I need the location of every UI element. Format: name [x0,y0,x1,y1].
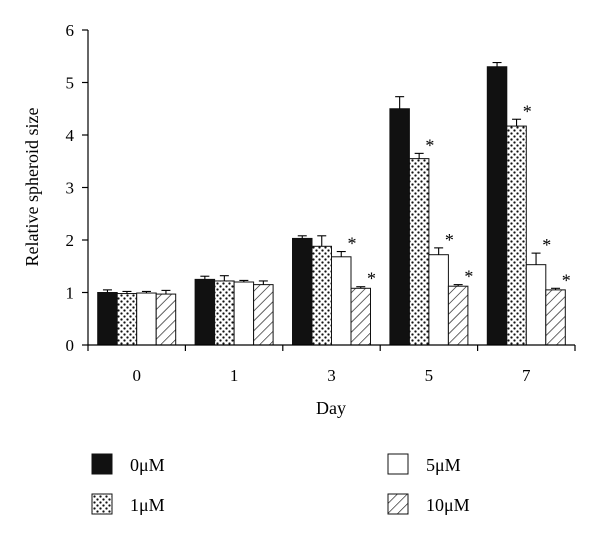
bar-5M-day1 [233,281,255,346]
bar-1M-day7 [506,125,527,346]
y-tick-label: 5 [66,74,75,93]
y-tick-label: 1 [66,284,75,303]
bar-10M-day5 [447,285,469,346]
significance-star: * [425,135,434,155]
error-bar [453,284,463,287]
legend-label: 5μM [426,455,461,475]
legend-item: 5μM [387,453,461,475]
x-tick-label: 1 [230,366,239,385]
error-bar [141,290,151,294]
bar-0M-day0 [97,292,118,346]
bars-layer [97,66,566,346]
error-bar [258,280,268,285]
error-bar [317,235,327,247]
bar-10M-day7 [545,289,566,346]
legend-item: 0μM [91,453,165,475]
legend-item: 1μM [91,493,165,515]
error-bar [434,247,444,255]
legend-swatch [387,493,409,515]
significance-star: * [445,230,454,250]
error-bar [356,286,366,289]
y-tick-label: 2 [66,231,75,250]
y-tick-label: 6 [66,21,75,40]
bar-1M-day1 [214,280,235,346]
significance-star: * [367,269,376,289]
error-bar [395,96,405,109]
bar-0M-day1 [194,278,216,346]
error-bars-layer [102,61,561,295]
error-bar [492,61,502,67]
error-bar [239,279,249,282]
bar-0M-day5 [389,108,410,346]
legend-item: 10μM [387,493,470,515]
error-bar [297,235,307,239]
bar-5M-day7 [525,264,547,346]
error-bar [122,290,132,294]
x-tick-label: 0 [132,366,141,385]
x-tick-label: 3 [327,366,336,385]
error-bar [512,118,522,127]
bar-1M-day5 [408,158,430,346]
legend-swatch [387,453,409,475]
legend-label: 10μM [426,495,470,515]
y-axis-ticks: 0 1 2 3 4 5 6 [66,21,88,355]
error-bar [102,289,112,293]
bar-1M-day3 [311,245,332,346]
bar-0M-day3 [292,237,313,346]
legend-label: 1μM [130,495,165,515]
y-tick-label: 4 [66,126,75,145]
error-bar [551,287,561,290]
bar-5M-day5 [428,254,449,346]
legend-label: 0μM [130,455,165,475]
significance-markers-layer: * * * * * * * * [348,101,571,290]
bar-5M-day0 [136,292,157,346]
bar-5M-day3 [331,256,352,346]
error-bar [336,251,346,257]
error-bar [200,275,210,280]
error-bar [531,252,541,265]
legend: 0μM 5μM 1μM 10μM [91,453,470,515]
bar-10M-day3 [350,287,371,346]
x-tick-label: 7 [522,366,531,385]
error-bar [219,275,229,281]
x-axis-title: Day [316,398,346,418]
significance-star: * [562,270,571,290]
x-tick-label: 5 [425,366,434,385]
significance-star: * [464,267,473,287]
bar-10M-day0 [155,293,177,346]
legend-swatch [91,493,113,515]
x-axis-ticks: 0 1 3 5 7 [87,345,576,385]
y-tick-label: 0 [66,336,75,355]
significance-star: * [348,234,357,254]
error-bar [161,289,171,295]
significance-star: * [542,235,551,255]
bar-0M-day7 [486,66,508,346]
error-bar [414,152,424,159]
significance-star: * [523,101,532,121]
legend-swatch [91,453,113,475]
y-tick-label: 3 [66,179,75,198]
bar-1M-day0 [116,293,138,346]
y-axis-title: Relative spheroid size [22,108,42,267]
bar-10M-day1 [253,284,274,346]
